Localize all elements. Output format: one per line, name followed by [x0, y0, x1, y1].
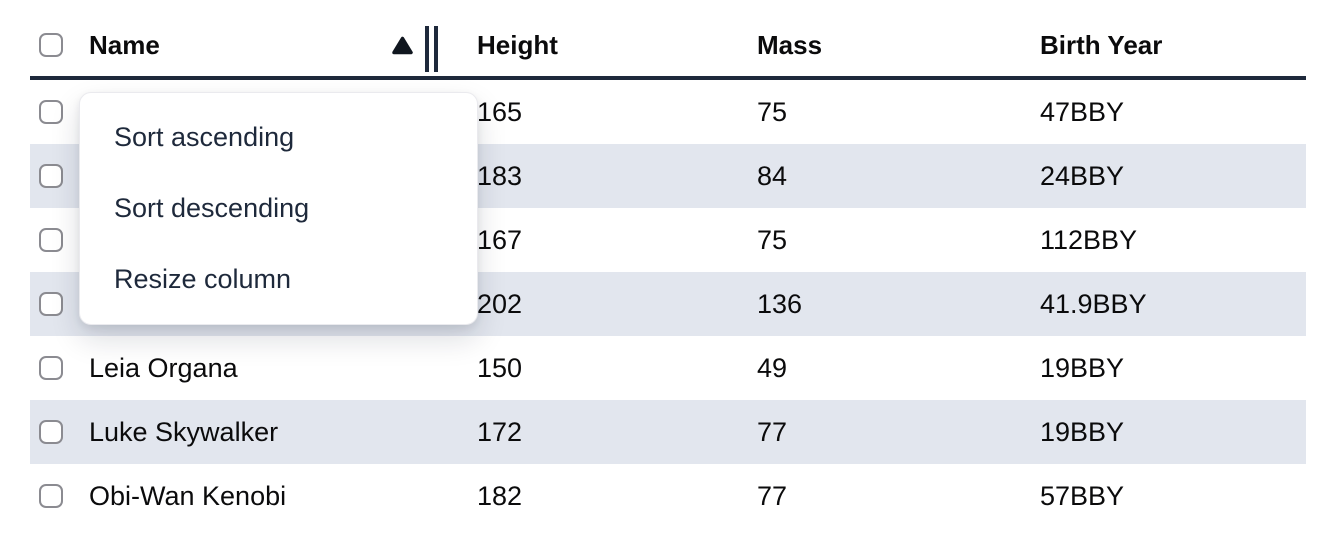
row-height: 202 [477, 288, 523, 319]
row-mass: 75 [757, 96, 788, 127]
row-mass: 75 [757, 224, 788, 255]
row-birth-year: 47BBY [1040, 96, 1125, 127]
row-select-cell [30, 164, 80, 188]
row-checkbox[interactable] [39, 164, 63, 188]
row-mass: 49 [757, 352, 788, 383]
column-header-name[interactable]: Name [80, 18, 460, 72]
column-header-name-label: Name [89, 29, 160, 60]
row-mass: 84 [757, 160, 788, 191]
row-select-cell [30, 356, 80, 380]
menu-item-sort-descending[interactable]: Sort descending [114, 193, 310, 223]
row-height: 165 [477, 96, 523, 127]
row-birth-year: 24BBY [1040, 160, 1125, 191]
row-select-cell [30, 420, 80, 444]
row-select-cell [30, 292, 80, 316]
row-name: Leia Organa [89, 352, 238, 383]
table-row: 167 75 112BBY [30, 208, 1306, 272]
menu-item-resize-column[interactable]: Resize column [114, 264, 292, 294]
row-name: Luke Skywalker [89, 416, 279, 447]
row-height: 167 [477, 224, 523, 255]
table-row: Obi-Wan Kenobi 182 77 57BBY [30, 464, 1306, 508]
row-select-cell [30, 484, 80, 508]
row-birth-year: 41.9BBY [1040, 288, 1147, 319]
table-row: Leia Organa 150 49 19BBY [30, 336, 1306, 400]
row-checkbox[interactable] [39, 100, 63, 124]
row-birth-year: 19BBY [1040, 416, 1125, 447]
row-height: 182 [477, 480, 523, 509]
row-checkbox[interactable] [39, 420, 63, 444]
row-height: 150 [477, 352, 523, 383]
column-header-height[interactable]: Height [477, 29, 558, 60]
menu-item-sort-ascending[interactable]: Sort ascending [114, 122, 295, 152]
header-select-cell [30, 33, 80, 57]
row-name: Obi-Wan Kenobi [89, 480, 287, 509]
row-mass: 77 [757, 480, 788, 509]
select-all-checkbox[interactable] [39, 33, 63, 57]
row-birth-year: 112BBY [1040, 224, 1138, 255]
row-mass: 136 [757, 288, 803, 319]
column-resize-handle-icon[interactable] [425, 26, 438, 72]
sort-ascending-icon [392, 36, 413, 55]
table-row: Luke Skywalker 172 77 19BBY [30, 400, 1306, 464]
row-birth-year: 19BBY [1040, 352, 1125, 383]
resize-bar-right [434, 26, 438, 72]
row-select-cell [30, 228, 80, 252]
row-height: 172 [477, 416, 523, 447]
column-header-mass[interactable]: Mass [757, 29, 823, 60]
row-checkbox[interactable] [39, 228, 63, 252]
table-header-row: Name Height Mass Birth Year [30, 14, 1306, 80]
row-checkbox[interactable] [39, 292, 63, 316]
column-context-menu: Sort ascending Sort descending Resize co… [79, 92, 478, 325]
resize-bar-left [425, 26, 429, 72]
row-mass: 77 [757, 416, 788, 447]
table-row: 165 75 47BBY [30, 80, 1306, 144]
row-checkbox[interactable] [39, 356, 63, 380]
row-birth-year: 57BBY [1040, 480, 1125, 509]
row-select-cell [30, 100, 80, 124]
row-checkbox[interactable] [39, 484, 63, 508]
row-height: 183 [477, 160, 523, 191]
column-header-birth-year[interactable]: Birth Year [1040, 29, 1163, 60]
